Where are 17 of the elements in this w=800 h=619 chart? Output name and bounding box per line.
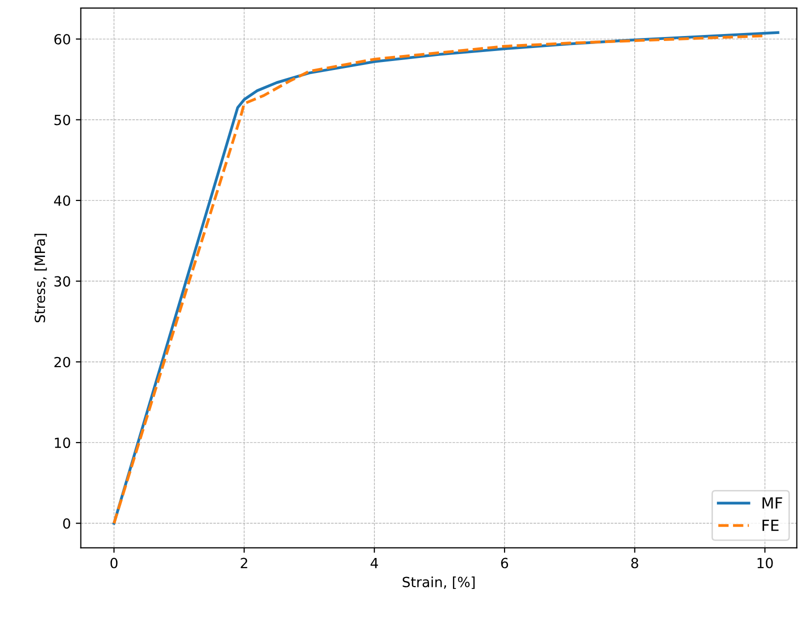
x-tick-label: 0 — [110, 558, 118, 568]
y-axis-title: Stress, [MPa] — [34, 234, 47, 322]
x-tick-label: 6 — [501, 558, 508, 568]
legend-label: MF — [762, 497, 782, 508]
x-tick-label: 4 — [370, 558, 378, 568]
legend-label: FE — [762, 520, 779, 531]
y-tick-label: 60 — [54, 34, 70, 45]
x-tick-label: 8 — [631, 558, 638, 568]
y-tick-label: 0 — [63, 518, 70, 529]
y-tick-label: 30 — [54, 276, 70, 287]
y-tick-label: 40 — [54, 195, 70, 206]
y-tick-label: 10 — [54, 438, 70, 448]
x-tick-label: 2 — [240, 558, 248, 568]
y-tick-label: 50 — [54, 114, 70, 126]
y-tick-label: 20 — [54, 356, 70, 368]
x-tick-label: 10 — [758, 558, 773, 568]
x-axis-title: Strain, [%] — [402, 576, 475, 589]
